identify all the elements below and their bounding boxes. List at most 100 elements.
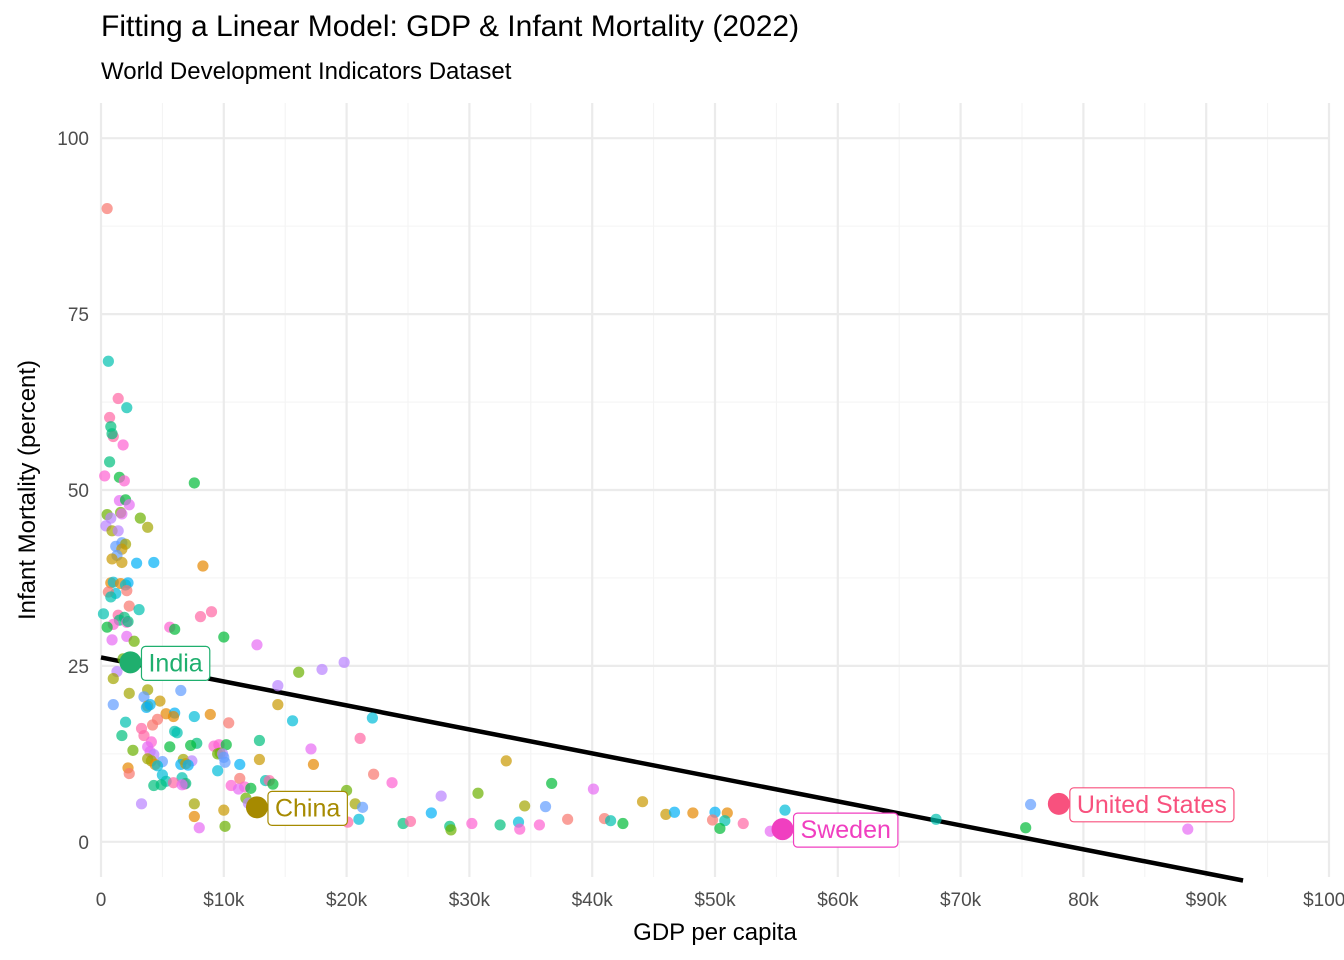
data-point bbox=[119, 716, 132, 728]
x-tick-label: $100k bbox=[1303, 890, 1344, 911]
data-point bbox=[272, 680, 284, 692]
data-point bbox=[140, 701, 153, 714]
highlight-label-china: China bbox=[267, 790, 348, 826]
data-point bbox=[605, 815, 617, 827]
data-point bbox=[154, 695, 166, 707]
data-point bbox=[175, 684, 187, 697]
data-point bbox=[353, 813, 365, 825]
data-point bbox=[930, 813, 942, 825]
data-point bbox=[356, 801, 369, 813]
label-box bbox=[140, 645, 211, 681]
data-point bbox=[1182, 823, 1194, 835]
grid-layer bbox=[99, 103, 1331, 877]
label-text: United States bbox=[1077, 791, 1227, 819]
data-point bbox=[102, 355, 114, 367]
data-point bbox=[188, 810, 200, 823]
y-tick-label: 100 bbox=[57, 129, 89, 150]
y-tick-label: 50 bbox=[68, 481, 89, 502]
data-point bbox=[316, 663, 328, 676]
data-point bbox=[182, 759, 194, 771]
data-point bbox=[223, 717, 235, 729]
data-point bbox=[445, 824, 457, 836]
data-point bbox=[251, 639, 263, 651]
data-point bbox=[107, 699, 119, 711]
data-point bbox=[121, 402, 133, 414]
data-point bbox=[687, 807, 699, 819]
data-point bbox=[219, 756, 231, 768]
data-point bbox=[1024, 798, 1037, 811]
data-point bbox=[219, 820, 231, 832]
data-point bbox=[99, 470, 111, 482]
data-point bbox=[212, 765, 224, 777]
data-point bbox=[204, 708, 216, 721]
data-point bbox=[131, 557, 143, 569]
data-point bbox=[127, 744, 139, 756]
data-point bbox=[151, 760, 164, 772]
data-point bbox=[97, 608, 110, 620]
data-point bbox=[128, 635, 140, 647]
data-point bbox=[112, 392, 124, 405]
data-point bbox=[188, 710, 200, 723]
data-point bbox=[121, 585, 133, 597]
data-point bbox=[253, 753, 266, 766]
highlight-label-india: India bbox=[140, 645, 211, 681]
data-point bbox=[435, 790, 447, 802]
data-point bbox=[205, 606, 218, 618]
x-tick-label: $50k bbox=[694, 890, 736, 911]
data-point bbox=[194, 611, 207, 623]
points-layer bbox=[97, 202, 1194, 837]
data-point bbox=[245, 782, 257, 794]
data-point bbox=[197, 560, 209, 572]
data-point bbox=[660, 808, 672, 820]
data-point bbox=[668, 806, 681, 818]
label-text: India bbox=[148, 649, 202, 677]
highlight-label-united-states: United States bbox=[1069, 787, 1235, 823]
highlight-layer: India China Sweden United States bbox=[119, 645, 1235, 848]
data-point bbox=[232, 783, 245, 795]
data-point bbox=[188, 477, 200, 489]
data-point bbox=[546, 777, 558, 790]
highlight-label-sweden: Sweden bbox=[792, 812, 899, 848]
data-point bbox=[539, 801, 552, 813]
data-point bbox=[636, 796, 649, 808]
data-point bbox=[368, 768, 380, 780]
data-point bbox=[714, 822, 726, 835]
data-point bbox=[123, 600, 135, 612]
data-point bbox=[305, 743, 317, 755]
x-tick-label: 80k bbox=[1068, 890, 1099, 911]
data-point bbox=[106, 634, 118, 646]
data-point bbox=[220, 739, 232, 751]
data-point bbox=[133, 604, 145, 616]
data-point bbox=[234, 772, 246, 785]
label-text: Sweden bbox=[801, 816, 891, 844]
x-tick-label: $90k bbox=[1186, 890, 1228, 911]
label-box bbox=[792, 812, 899, 848]
data-point bbox=[218, 631, 230, 643]
x-tick-label: $20k bbox=[326, 890, 368, 911]
data-point bbox=[118, 475, 130, 487]
data-point bbox=[117, 439, 129, 451]
data-point bbox=[155, 779, 167, 791]
data-point bbox=[706, 814, 719, 826]
y-tick-label: 75 bbox=[68, 305, 89, 326]
data-point bbox=[472, 787, 484, 799]
data-point bbox=[123, 767, 135, 780]
data-point bbox=[164, 741, 176, 753]
y-tick-label: 0 bbox=[78, 833, 89, 854]
data-point bbox=[116, 556, 128, 569]
highlight-point-india bbox=[119, 651, 142, 674]
data-point bbox=[176, 779, 188, 791]
data-point bbox=[167, 710, 180, 723]
data-point bbox=[519, 800, 531, 812]
data-point bbox=[286, 715, 299, 727]
data-point bbox=[293, 666, 305, 678]
highlight-point-china bbox=[245, 796, 268, 819]
data-point bbox=[103, 456, 116, 468]
y-axis-title: Infant Mortality (percent) bbox=[14, 360, 41, 620]
data-point bbox=[366, 712, 378, 724]
y-tick-label: 25 bbox=[68, 657, 89, 678]
data-point bbox=[466, 817, 478, 830]
data-point bbox=[112, 525, 124, 537]
data-point bbox=[404, 815, 417, 828]
x-axis-title: GDP per capita bbox=[633, 919, 797, 946]
